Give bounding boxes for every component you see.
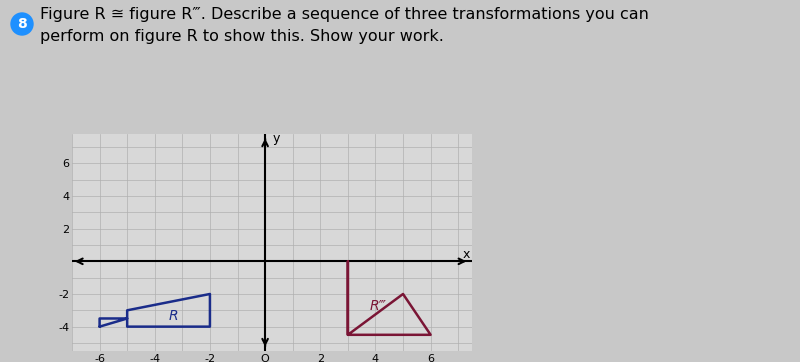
Text: x: x [462, 248, 470, 261]
Text: R: R [169, 309, 178, 323]
Text: Figure R ≅ figure R‴. Describe a sequence of three transformations you can: Figure R ≅ figure R‴. Describe a sequenc… [40, 7, 649, 21]
Text: perform on figure R to show this. Show your work.: perform on figure R to show this. Show y… [40, 29, 444, 45]
Text: y: y [273, 131, 280, 144]
Circle shape [11, 13, 33, 35]
Text: 8: 8 [17, 17, 27, 31]
Text: R‴: R‴ [370, 299, 387, 313]
